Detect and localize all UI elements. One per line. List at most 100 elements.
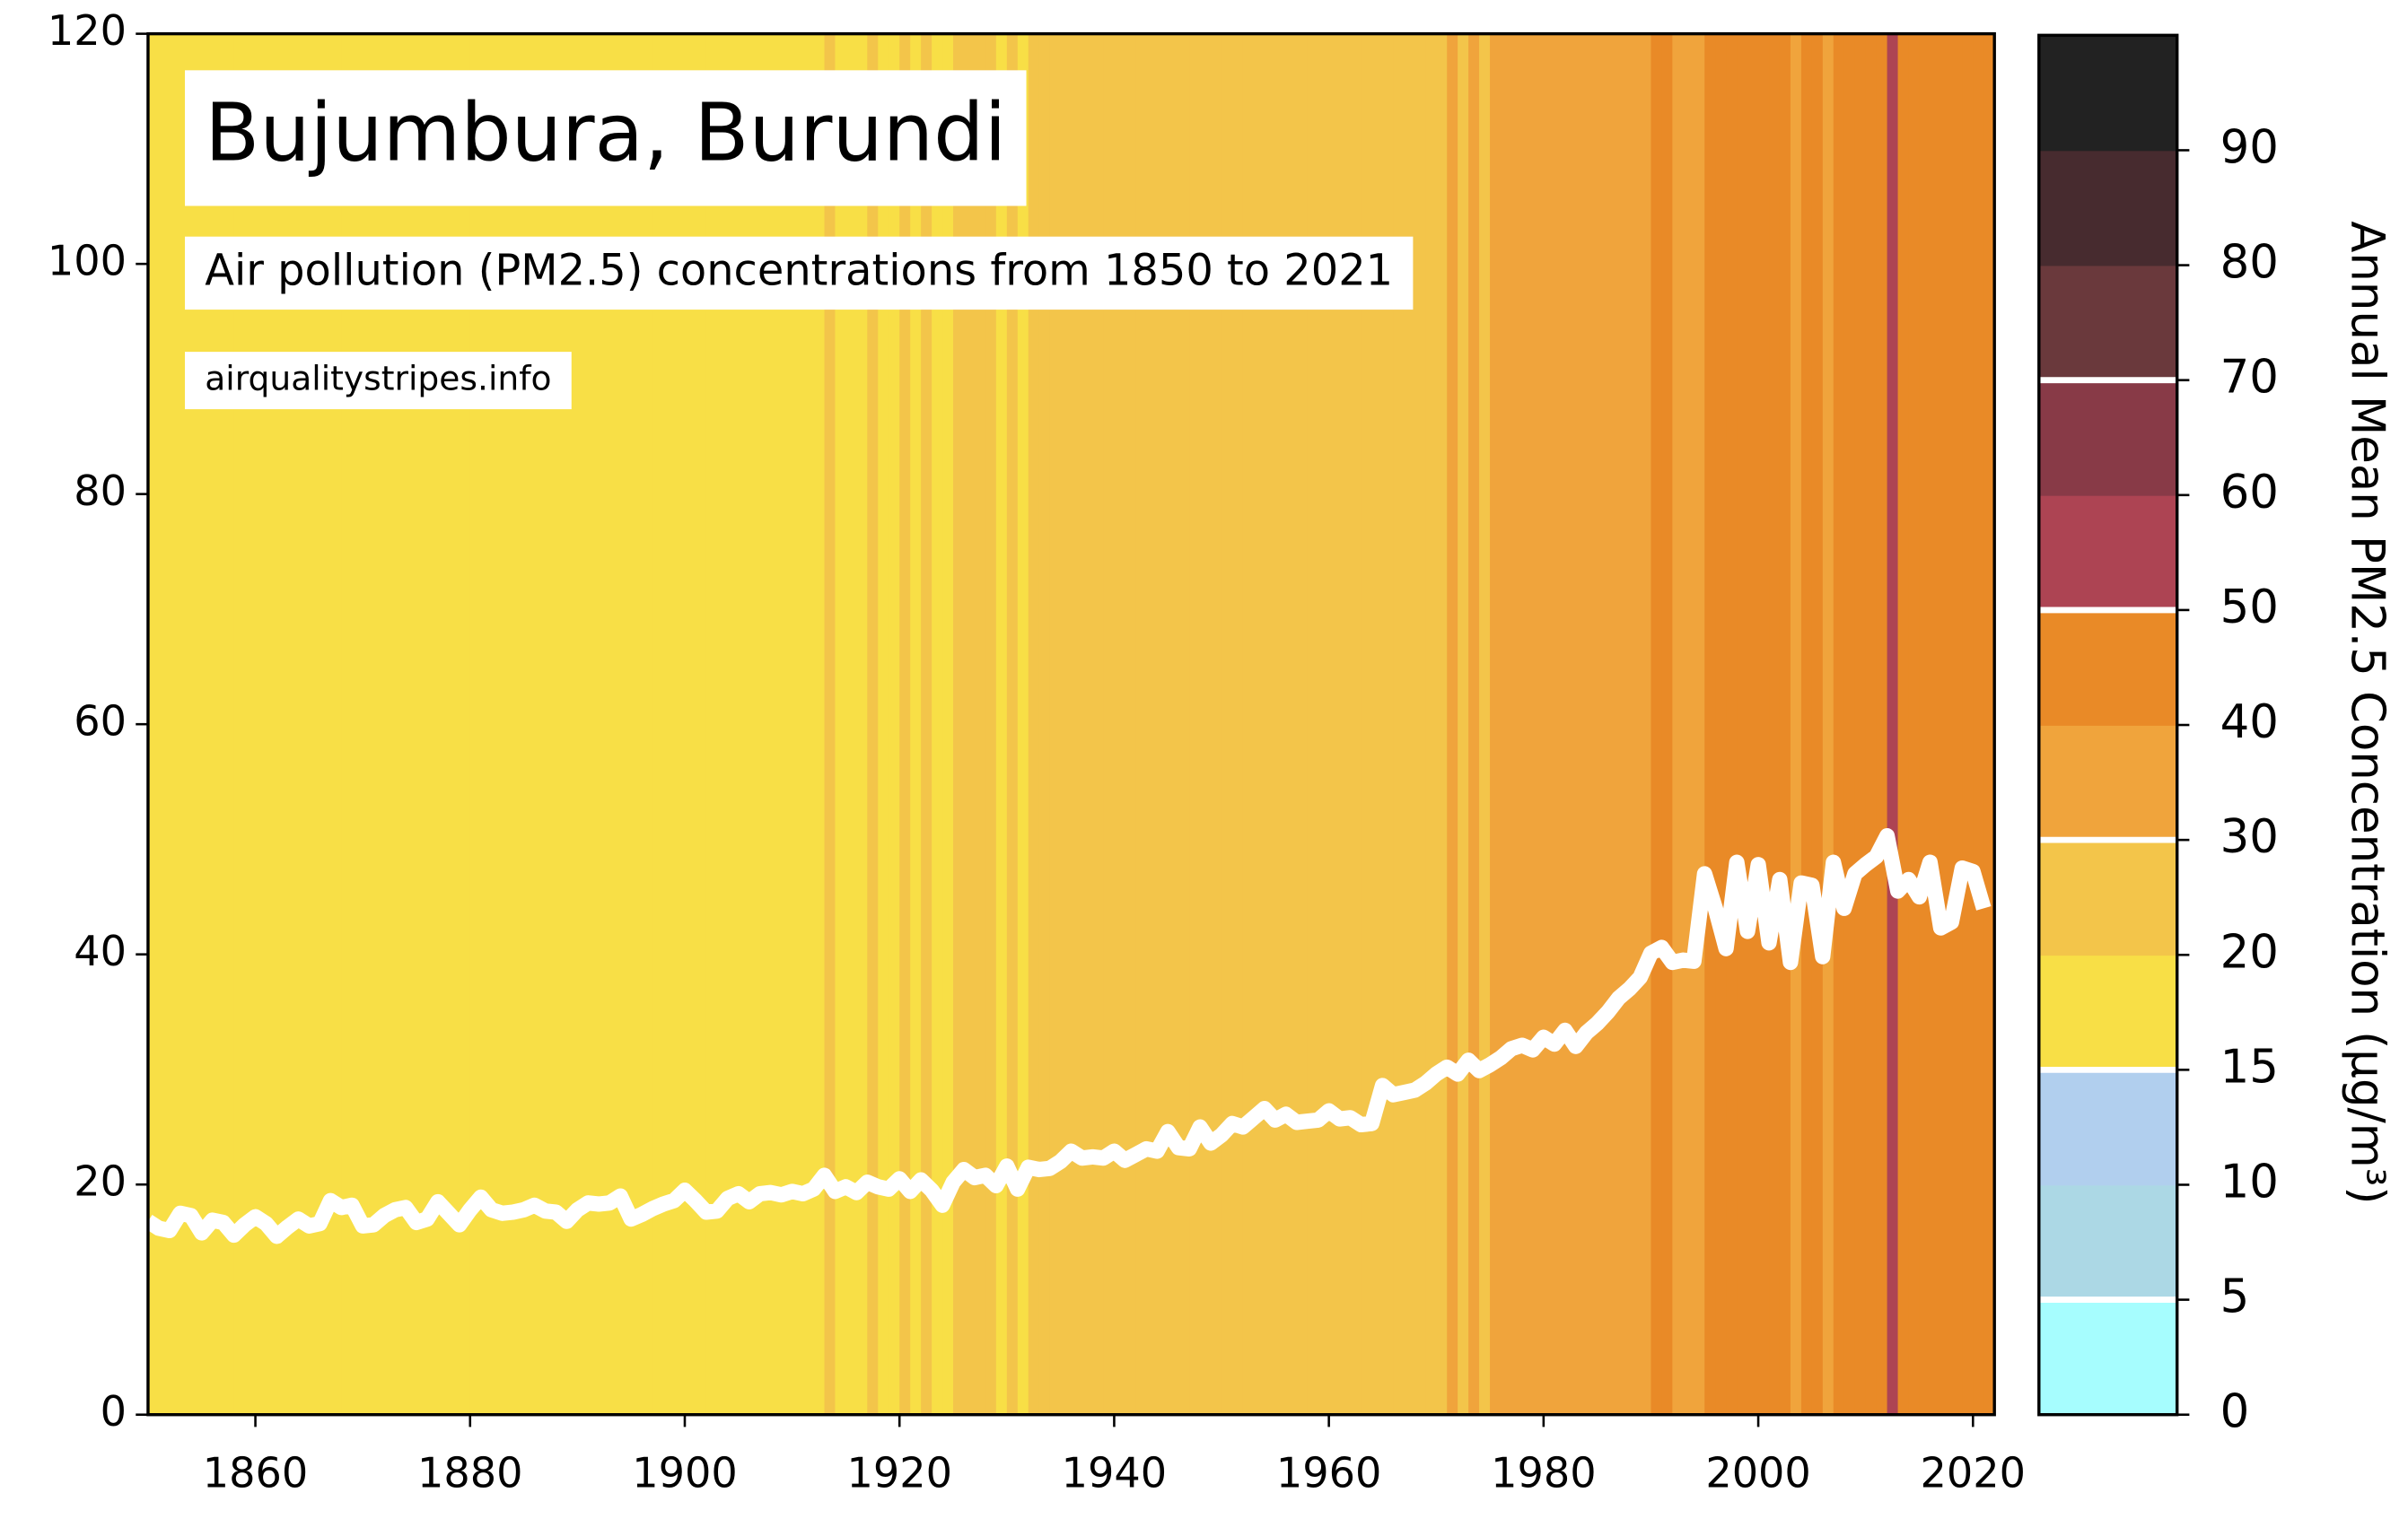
stripe	[1393, 33, 1405, 1415]
x-tick-label: 2020	[1921, 1449, 2026, 1497]
stripe	[1521, 33, 1534, 1415]
y-tick-label: 40	[74, 927, 127, 975]
stripe	[792, 33, 804, 1415]
chart-subtitle-box	[184, 236, 1414, 310]
stripe	[1833, 33, 1845, 1415]
stripe	[802, 33, 815, 1415]
stripe	[1822, 33, 1834, 1415]
stripe	[1811, 33, 1824, 1415]
stripe	[1264, 33, 1276, 1415]
stripe	[1930, 33, 1942, 1415]
stripe	[1060, 33, 1073, 1415]
x-tick-label: 1940	[1062, 1449, 1167, 1497]
stripe	[1328, 33, 1341, 1415]
stripe	[727, 33, 740, 1415]
stripe	[1458, 33, 1469, 1415]
chart-source: airqualitystripes.info	[205, 359, 551, 398]
stripe	[889, 33, 900, 1415]
stripe	[620, 33, 632, 1415]
stripe	[1168, 33, 1179, 1415]
stripe	[1200, 33, 1212, 1415]
stripe	[1447, 33, 1458, 1415]
x-tick-label: 1880	[417, 1449, 522, 1497]
x-tick-label: 2000	[1705, 1449, 1810, 1497]
stripe	[1125, 33, 1137, 1415]
stripe	[1081, 33, 1094, 1415]
stripe	[932, 33, 943, 1415]
stripe	[1865, 33, 1878, 1415]
colorbar-tick-label: 80	[2220, 236, 2279, 290]
x-tick-label: 1860	[203, 1449, 308, 1497]
stripe	[1285, 33, 1298, 1415]
stripe	[1618, 33, 1631, 1415]
stripe	[974, 33, 986, 1415]
stripe	[1607, 33, 1620, 1415]
chart-title-box	[184, 70, 1027, 206]
pm25-line	[144, 828, 1992, 1244]
colorbar-tick-label: 40	[2220, 695, 2279, 749]
stripe	[1468, 33, 1480, 1415]
x-tick-label: 1960	[1276, 1449, 1381, 1497]
stripe	[674, 33, 686, 1415]
stripe	[1157, 33, 1169, 1415]
colorbar-tick-label: 20	[2220, 925, 2279, 979]
stripe	[985, 33, 997, 1415]
stripe	[1758, 33, 1770, 1415]
colorbar-tick-label: 10	[2220, 1155, 2279, 1209]
colorbar-tick-label: 0	[2220, 1385, 2250, 1439]
y-tick-label: 80	[74, 467, 127, 515]
stripe	[1510, 33, 1523, 1415]
stripe	[1983, 33, 1995, 1415]
chart-title: Bujumbura, Burundi	[205, 85, 1006, 179]
stripe	[1737, 33, 1748, 1415]
chart-subtitle: Air pollution (PM2.5) concentrations fro…	[205, 246, 1393, 295]
stripe	[1790, 33, 1802, 1415]
colorbar-tick-label: 60	[2220, 466, 2279, 519]
stripe	[588, 33, 600, 1415]
colorbar-tick-label: 5	[2220, 1270, 2250, 1324]
stripe	[1501, 33, 1512, 1415]
stripe	[1017, 33, 1029, 1415]
stripe	[716, 33, 729, 1415]
stripe	[1414, 33, 1426, 1415]
stripe	[1554, 33, 1566, 1415]
stripe	[1747, 33, 1759, 1415]
stripe	[1800, 33, 1813, 1415]
stripe	[1919, 33, 1931, 1415]
stripe	[1242, 33, 1255, 1415]
stripe	[1843, 33, 1856, 1415]
stripe	[169, 33, 181, 1415]
stripe	[609, 33, 621, 1415]
stripe	[813, 33, 826, 1415]
stripe	[899, 33, 911, 1415]
stripe	[1586, 33, 1598, 1415]
stripe	[1222, 33, 1233, 1415]
stripe	[738, 33, 750, 1415]
x-tick-label: 1920	[846, 1449, 951, 1497]
colorbar-segment	[2038, 1069, 2177, 1186]
stripe	[1135, 33, 1147, 1415]
stripe	[1661, 33, 1674, 1415]
stripe	[1049, 33, 1062, 1415]
stripe	[631, 33, 643, 1415]
stripe	[1274, 33, 1287, 1415]
stripe	[1382, 33, 1395, 1415]
stripe	[1876, 33, 1888, 1415]
colorbar-tick-label: 90	[2220, 120, 2279, 174]
y-tick-label: 0	[101, 1387, 127, 1436]
stripe	[1704, 33, 1716, 1415]
stripe	[1092, 33, 1105, 1415]
colorbar-segment	[2038, 494, 2177, 611]
colorbar-segment	[2038, 725, 2177, 841]
colorbar-label: Annual Mean PM2.5 Concentration (μg/m³)	[2340, 221, 2394, 1204]
stripe	[867, 33, 879, 1415]
y-tick-label: 100	[48, 237, 127, 285]
stripe	[1404, 33, 1416, 1415]
stripe	[705, 33, 718, 1415]
colorbar-segment	[2038, 840, 2177, 956]
stripe	[1490, 33, 1502, 1415]
colorbar-tick-label: 50	[2220, 581, 2279, 634]
stripe	[1006, 33, 1019, 1415]
stripe	[599, 33, 610, 1415]
